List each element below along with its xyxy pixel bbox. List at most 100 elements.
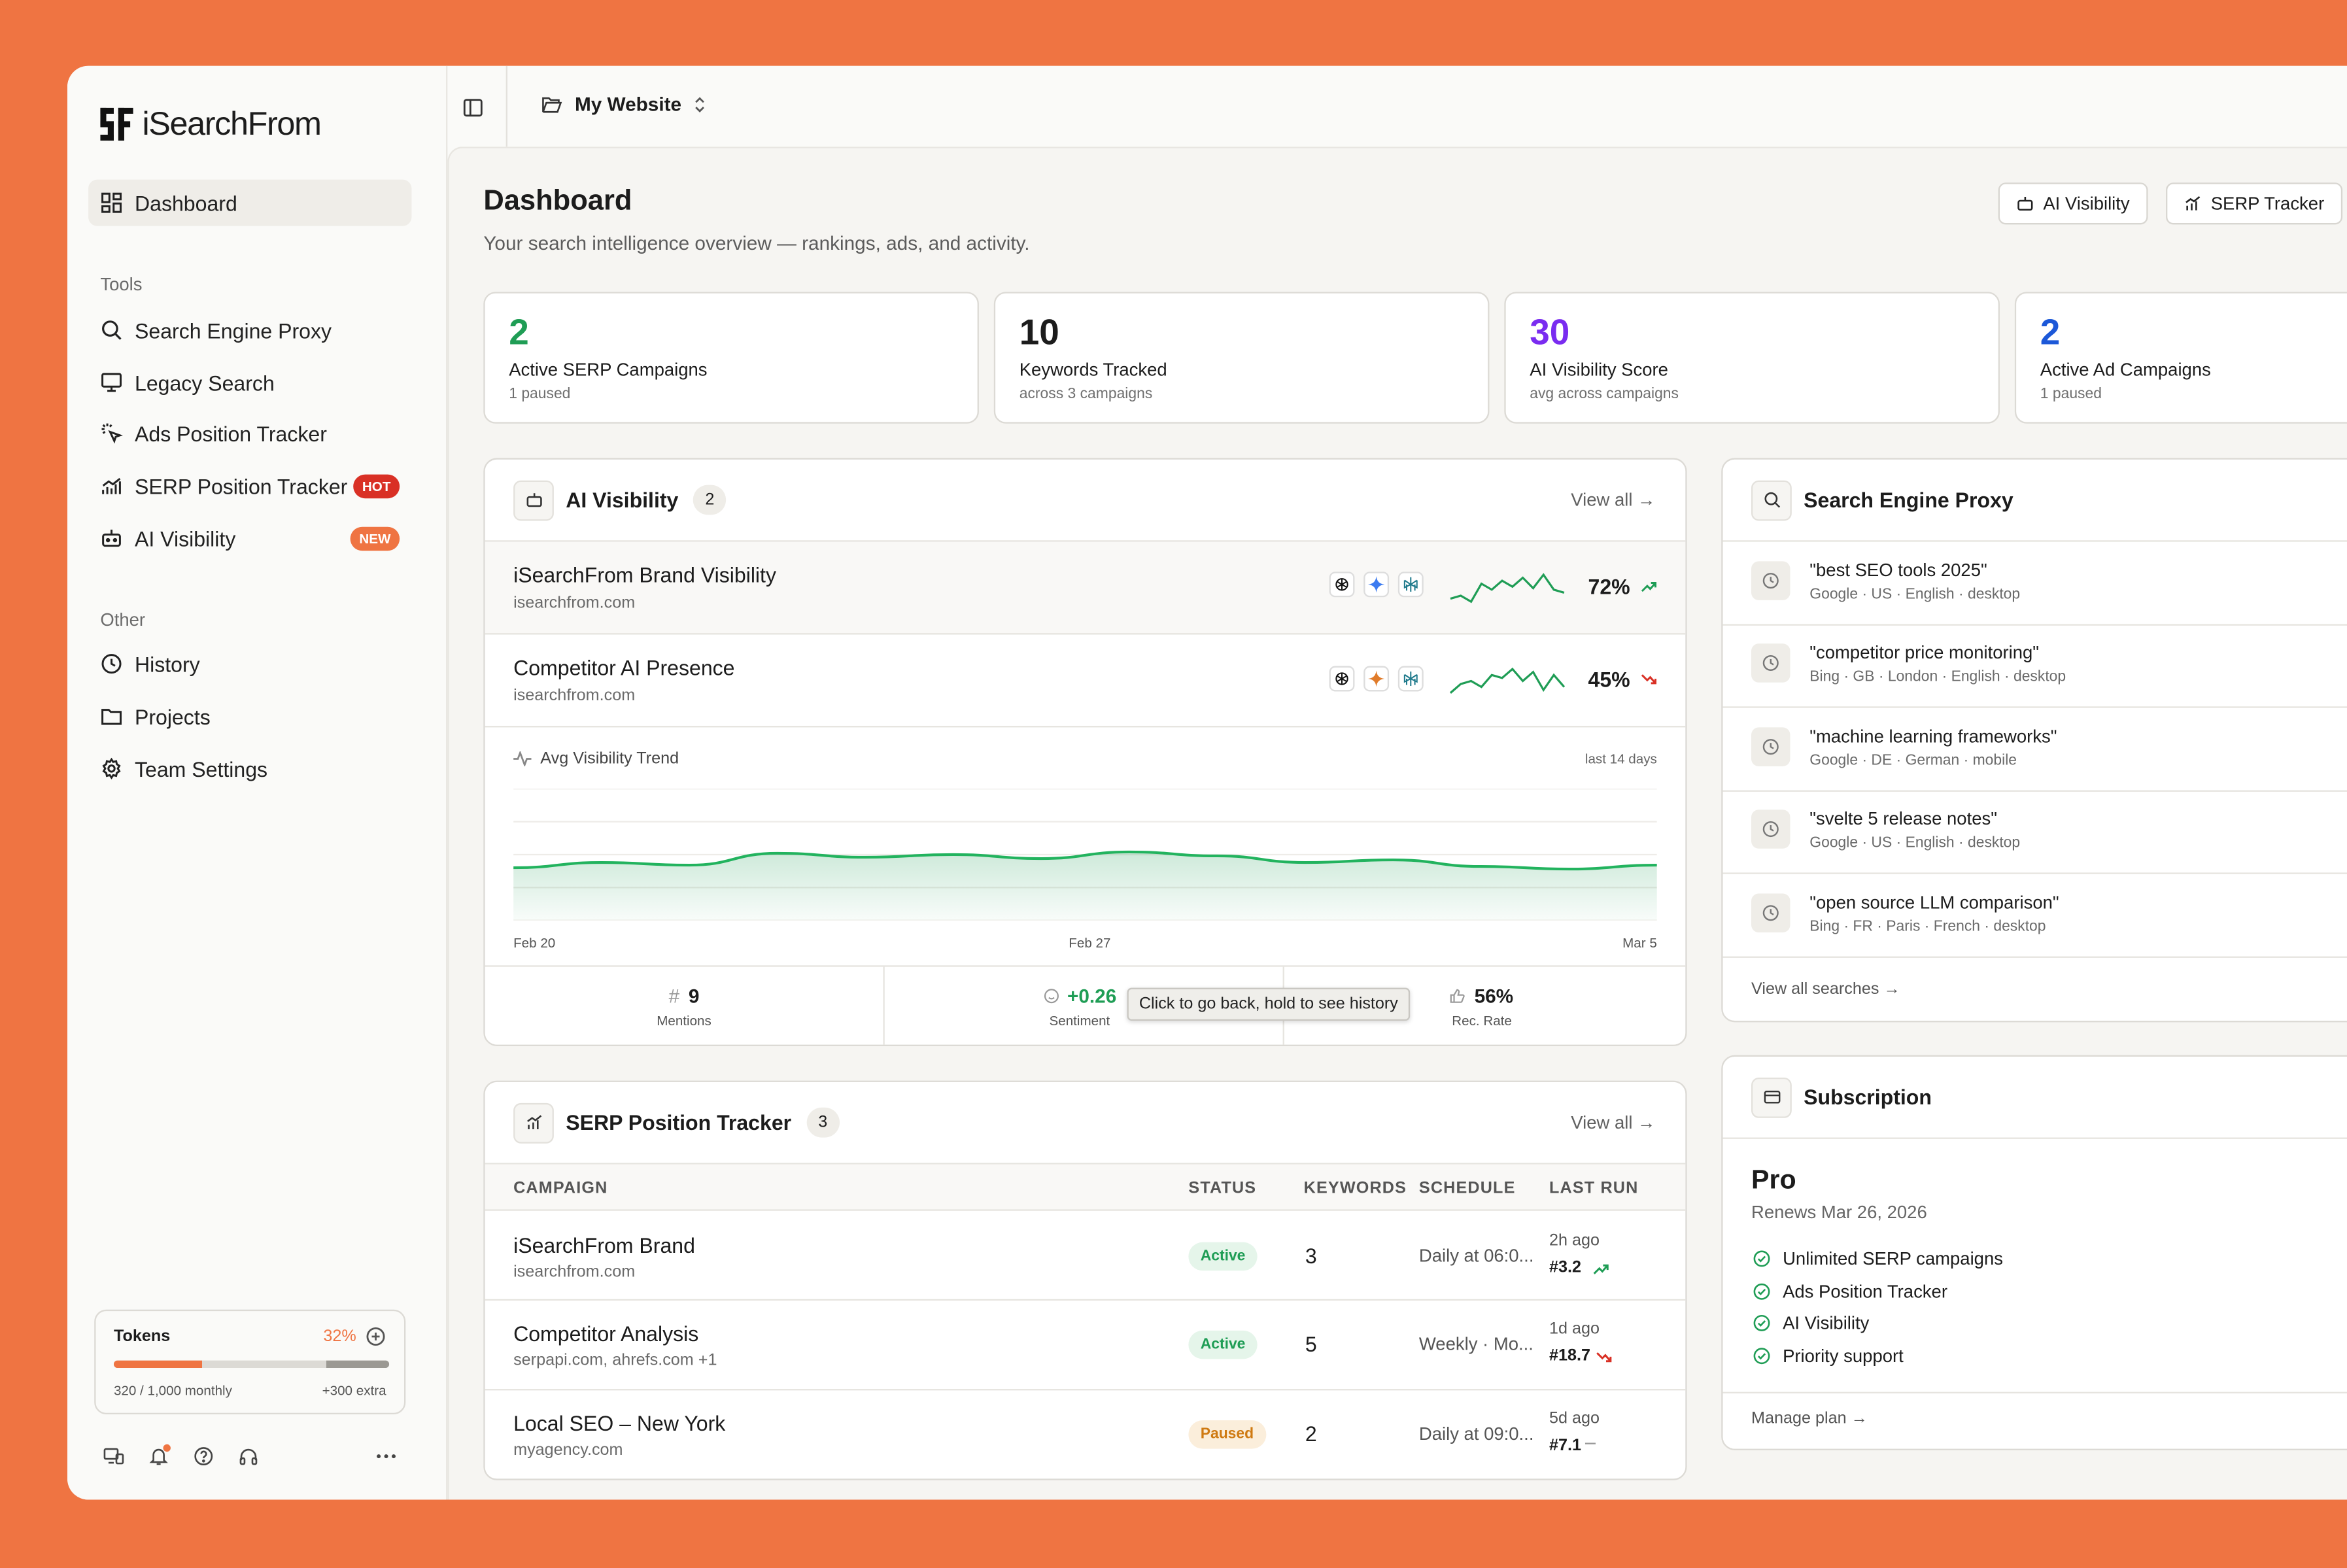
keywords-count: 3 bbox=[1305, 1244, 1317, 1268]
table-row[interactable]: iSearchFrom Brand isearchfrom.com Active… bbox=[485, 1212, 1686, 1301]
stat-sub: across 3 campaigns bbox=[1019, 386, 1153, 403]
feature-label: Ads Position Tracker bbox=[1783, 1280, 1947, 1302]
x-axis-label: Mar 5 bbox=[1622, 935, 1657, 951]
bar-chart-icon bbox=[526, 1115, 541, 1129]
sidebar-item-team-settings[interactable]: Team Settings bbox=[88, 745, 411, 792]
card-title: Subscription bbox=[1804, 1085, 1932, 1110]
devices-icon[interactable] bbox=[103, 1446, 124, 1467]
trend-line bbox=[513, 850, 1657, 871]
workspace-switcher[interactable]: My Website bbox=[540, 93, 707, 115]
manage-plan-link[interactable]: Manage plan → bbox=[1751, 1410, 1868, 1428]
search-history-item[interactable]: "open source LLM comparison" Bing · FR · … bbox=[1722, 874, 2347, 957]
sidebar-item-search-engine-proxy[interactable]: Search Engine Proxy bbox=[88, 307, 411, 353]
renewal-date: Renews Mar 26, 2026 bbox=[1751, 1201, 1927, 1223]
sidebar-item-label: Search Engine Proxy bbox=[135, 318, 332, 343]
feature-label: Priority support bbox=[1783, 1344, 1904, 1366]
sidebar-item-history[interactable]: History bbox=[88, 641, 411, 687]
plan-feature: AI Visibility bbox=[1753, 1312, 1869, 1333]
campaign-domain: myagency.com bbox=[513, 1441, 623, 1459]
col-header-status[interactable]: STATUS bbox=[1188, 1179, 1257, 1198]
view-all-link[interactable]: View all → bbox=[1571, 1112, 1656, 1133]
hot-badge: HOT bbox=[353, 473, 400, 498]
gemini-icon bbox=[1363, 571, 1390, 598]
trend-chart-header: Avg Visibility Trend bbox=[513, 750, 679, 768]
col-header-last-run[interactable]: LAST RUN bbox=[1549, 1179, 1639, 1198]
stat-value: 10 bbox=[1019, 313, 1059, 354]
card-divider bbox=[1722, 1391, 2347, 1393]
smile-icon bbox=[1044, 989, 1059, 1004]
sidebar-item-projects[interactable]: Projects bbox=[88, 693, 411, 740]
table-row[interactable]: Local SEO – New York myagency.com Paused… bbox=[485, 1390, 1686, 1478]
status-badge: Active bbox=[1188, 1330, 1258, 1359]
search-query: "svelte 5 release notes" bbox=[1809, 808, 1998, 830]
search-icon bbox=[102, 320, 122, 340]
stat-sub: 1 paused bbox=[509, 386, 571, 403]
table-row[interactable]: Competitor Analysis serpapi.com, ahrefs.… bbox=[485, 1301, 1686, 1391]
serp-tracker-button[interactable]: SERP Tracker bbox=[2166, 182, 2342, 225]
clock-icon-box bbox=[1751, 810, 1790, 849]
search-query: "best SEO tools 2025" bbox=[1809, 560, 1987, 581]
brand-name: iSearchFrom bbox=[142, 105, 322, 143]
sidebar-item-ai-visibility[interactable]: AI Visibility NEW bbox=[88, 515, 411, 561]
dashboard-icon bbox=[101, 192, 122, 213]
help-icon[interactable] bbox=[193, 1446, 214, 1467]
workspace-name: My Website bbox=[574, 92, 682, 116]
chevron-up-down-icon bbox=[695, 96, 705, 112]
visibility-trend-chart bbox=[513, 789, 1657, 921]
sparkline-path bbox=[1449, 667, 1566, 694]
metric-rec-rate: 56% Rec. Rate bbox=[1284, 967, 1685, 1045]
card-title: SERP Position Tracker bbox=[566, 1110, 792, 1134]
stat-card-serp-campaigns[interactable]: 2 Active SERP Campaigns 1 paused bbox=[483, 292, 979, 424]
more-icon[interactable] bbox=[376, 1454, 397, 1459]
notifications-button[interactable] bbox=[148, 1444, 171, 1474]
col-header-campaign[interactable]: CAMPAIGN bbox=[513, 1179, 608, 1198]
sidebar-item-label: Projects bbox=[135, 704, 211, 728]
brand-logo[interactable]: iSearchFrom bbox=[100, 105, 322, 144]
sidebar-item-dashboard[interactable]: Dashboard bbox=[88, 179, 412, 226]
sidebar-item-ads-position-tracker[interactable]: Ads Position Tracker bbox=[88, 410, 411, 456]
view-all-searches-link[interactable]: View all searches → bbox=[1751, 980, 1900, 998]
stat-card-keywords-tracked[interactable]: 10 Keywords Tracked across 3 campaigns bbox=[993, 292, 1490, 424]
sidebar-footer-icons bbox=[103, 1444, 259, 1474]
view-all-link[interactable]: View all → bbox=[1571, 489, 1656, 511]
stat-value: 30 bbox=[1530, 313, 1570, 354]
tokens-widget[interactable]: Tokens 32% 320 / 1,000 monthly +300 extr… bbox=[94, 1309, 406, 1415]
subscription-card: Subscription Pro Renews Mar 26, 2026 Unl… bbox=[1721, 1055, 2347, 1450]
search-history-item[interactable]: "competitor price monitoring" Bing · GB ·… bbox=[1722, 624, 2347, 709]
visibility-score: 45% bbox=[1588, 667, 1630, 692]
card-icon-box bbox=[1751, 479, 1792, 520]
ai-visibility-row[interactable]: Competitor AI Presence isearchfrom.com 4… bbox=[485, 634, 1686, 728]
plan-feature: Ads Position Tracker bbox=[1753, 1280, 1947, 1301]
search-history-item[interactable]: "svelte 5 release notes" Google · US · En… bbox=[1722, 791, 2347, 875]
card-header: Subscription bbox=[1722, 1057, 2347, 1139]
campaign-name: iSearchFrom Brand bbox=[513, 1233, 695, 1257]
sidebar-item-label: SERP Position Tracker bbox=[135, 473, 348, 498]
ai-visibility-row[interactable]: iSearchFrom Brand Visibility isearchfrom… bbox=[485, 541, 1686, 635]
search-history-item[interactable]: "best SEO tools 2025" Google · US · Engli… bbox=[1722, 542, 2347, 626]
sidebar-toggle-icon[interactable] bbox=[462, 97, 483, 118]
sidebar: iSearchFrom Dashboard Tools Search Engin… bbox=[67, 65, 448, 1500]
count-badge: 2 bbox=[693, 485, 727, 515]
other-section-label: Other bbox=[100, 609, 146, 630]
tokens-extra-text: +300 extra bbox=[322, 1382, 386, 1398]
ai-visibility-button[interactable]: AI Visibility bbox=[1998, 182, 2148, 225]
search-query: "open source LLM comparison" bbox=[1809, 891, 2059, 913]
sidebar-item-legacy-search[interactable]: Legacy Search bbox=[88, 359, 411, 405]
thumbs-up-icon bbox=[1450, 989, 1465, 1003]
trend-up-icon bbox=[1593, 1264, 1609, 1274]
col-header-schedule[interactable]: SCHEDULE bbox=[1418, 1179, 1516, 1198]
stat-label: AI Visibility Score bbox=[1530, 359, 1668, 381]
stat-card-ad-campaigns[interactable]: 2 Active Ad Campaigns 1 paused bbox=[2014, 292, 2347, 424]
sidebar-item-serp-position-tracker[interactable]: SERP Position Tracker HOT bbox=[88, 462, 411, 509]
chart-range: last 14 days bbox=[1585, 751, 1657, 766]
folder-open-icon bbox=[542, 96, 562, 112]
row-domain: isearchfrom.com bbox=[513, 594, 636, 613]
avg-position: #3.2 bbox=[1549, 1258, 1582, 1277]
headphones-icon[interactable] bbox=[238, 1446, 259, 1467]
bar-chart-icon bbox=[102, 477, 121, 494]
col-header-keywords[interactable]: KEYWORDS bbox=[1303, 1179, 1407, 1198]
add-tokens-icon[interactable] bbox=[365, 1326, 386, 1347]
stat-card-ai-visibility-score[interactable]: 30 AI Visibility Score avg across campai… bbox=[1504, 292, 2000, 424]
check-circle-icon bbox=[1753, 1282, 1770, 1299]
search-history-item[interactable]: "machine learning frameworks" Google · DE… bbox=[1722, 707, 2347, 792]
